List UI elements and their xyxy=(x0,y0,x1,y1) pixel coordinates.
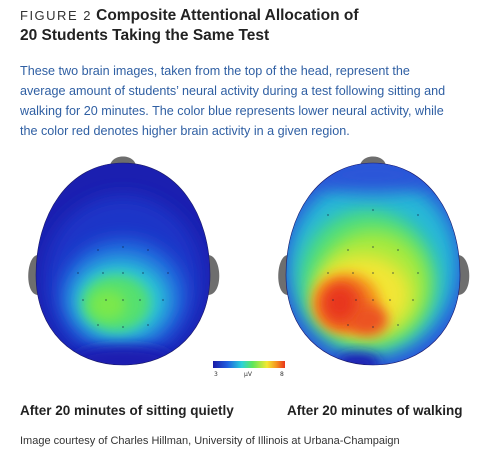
description-line: the color red denotes higher brain activ… xyxy=(20,124,350,138)
figure-label: FIGURE 2 xyxy=(20,8,92,23)
caption-walking: After 20 minutes of walking xyxy=(287,403,463,418)
right-ear-icon xyxy=(208,255,220,295)
left-ear-icon xyxy=(278,255,288,295)
brain-heatmaps: 3 µV 8 xyxy=(28,156,470,378)
scale-max-label: 8 xyxy=(280,371,284,378)
color-scale: 3 µV 8 xyxy=(213,361,285,378)
scale-min-label: 3 xyxy=(214,371,218,378)
walking-brain-map xyxy=(278,156,470,366)
figure-title-line1: FIGURE 2 Composite Attentional Allocatio… xyxy=(20,6,490,26)
right-ear-icon xyxy=(458,255,470,295)
description-line: These two brain images, taken from the t… xyxy=(20,64,410,78)
left-ear-icon xyxy=(28,255,38,295)
sitting-brain-map xyxy=(28,156,220,366)
figure-title-part1: Composite Attentional Allocation of xyxy=(96,7,359,24)
caption-sitting: After 20 minutes of sitting quietly xyxy=(20,403,234,418)
brain-images: 3 µV 8 xyxy=(28,155,478,395)
image-credit: Image courtesy of Charles Hillman, Unive… xyxy=(20,435,400,447)
scale-unit-label: µV xyxy=(244,371,253,378)
figure-title-part2: 20 Students Taking the Same Test xyxy=(20,27,270,44)
description-line: walking for 20 minutes. The color blue r… xyxy=(20,104,444,118)
figure-description: These two brain images, taken from the t… xyxy=(20,61,490,141)
description-line: average amount of students’ neural activ… xyxy=(20,84,446,98)
figure-header: FIGURE 2 Composite Attentional Allocatio… xyxy=(20,6,490,46)
